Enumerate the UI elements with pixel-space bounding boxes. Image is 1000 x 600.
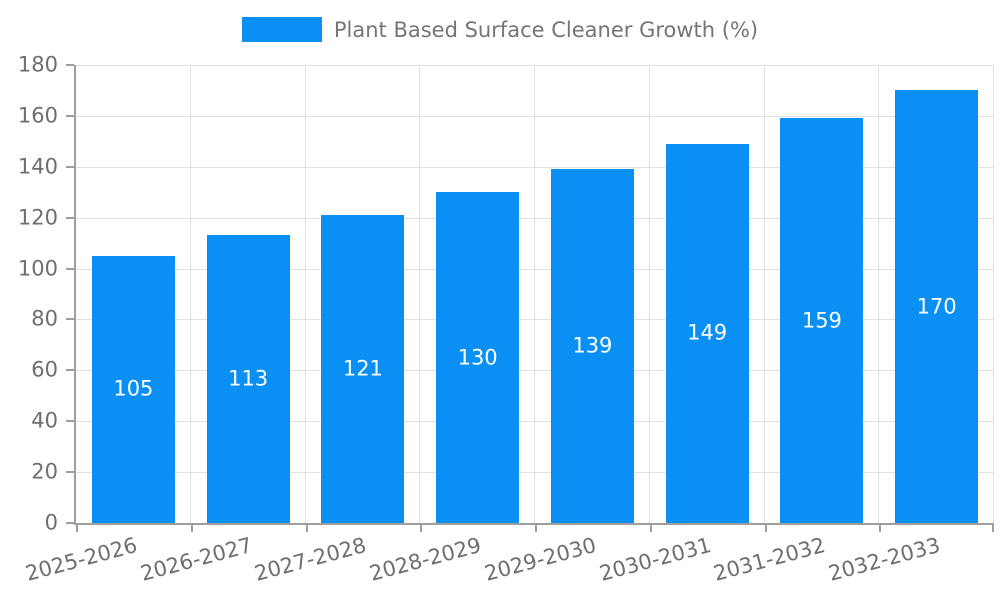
gridline-horizontal	[76, 319, 994, 321]
bar	[550, 169, 634, 523]
x-axis-tick-label: 2026-2027	[137, 533, 255, 586]
gridline-vertical	[534, 65, 535, 523]
y-tick-mark	[66, 369, 74, 372]
bar	[321, 215, 405, 523]
y-tick-mark	[66, 522, 74, 524]
gridline-vertical	[648, 65, 650, 523]
y-tick-mark	[66, 318, 74, 321]
gridline-vertical	[763, 65, 765, 523]
bar	[206, 235, 290, 523]
bar-value-label: 105	[113, 376, 154, 401]
x-axis-tick-label: 2030-2031	[596, 533, 714, 586]
bar	[780, 118, 864, 523]
gridline-horizontal	[76, 217, 994, 219]
gridline-horizontal	[76, 268, 994, 270]
x-axis-tick-label: 2029-2030	[481, 533, 599, 586]
gridline-vertical	[419, 65, 421, 523]
y-axis-tick-label: 60	[31, 357, 58, 382]
x-tick-mark	[190, 525, 193, 532]
x-tick-mark	[879, 525, 882, 532]
y-tick-mark	[66, 471, 74, 474]
y-tick-mark	[66, 216, 74, 219]
gridline-horizontal	[76, 370, 994, 372]
bar-value-label: 159	[801, 308, 842, 333]
bar	[436, 192, 520, 523]
y-axis-tick-label: 160	[17, 103, 58, 128]
gridline-vertical	[189, 65, 191, 523]
legend: Plant Based Surface Cleaner Growth (%)	[0, 17, 1000, 42]
y-axis-tick-label: 20	[31, 459, 58, 484]
legend-swatch	[241, 17, 322, 42]
gridline-horizontal	[76, 472, 994, 474]
x-axis-tick-label: 2031-2032	[711, 533, 829, 586]
legend-label: Plant Based Surface Cleaner Growth (%)	[333, 17, 759, 42]
bar-value-label: 139	[572, 333, 613, 358]
x-tick-mark	[764, 525, 767, 532]
y-axis-tick-label: 120	[17, 205, 58, 230]
gridline-vertical	[878, 65, 880, 523]
bar	[91, 255, 175, 523]
y-axis-tick-label: 0	[44, 510, 58, 535]
x-tick-mark	[420, 525, 423, 532]
gridline-vertical	[304, 65, 306, 523]
bar-value-label: 121	[342, 356, 383, 381]
y-axis-tick-label: 140	[17, 154, 58, 179]
gridline-horizontal	[76, 166, 994, 168]
gridline-horizontal	[76, 115, 994, 117]
x-axis-tick-label: 2025-2026	[22, 533, 140, 586]
gridline-vertical	[993, 65, 994, 523]
y-axis-tick-label: 40	[31, 408, 58, 433]
y-tick-mark	[66, 267, 74, 270]
bar-value-label: 170	[916, 294, 957, 319]
gridline-horizontal	[76, 65, 994, 66]
y-tick-mark	[66, 64, 74, 66]
x-axis-tick-label: 2028-2029	[367, 533, 484, 586]
y-axis-tick-label: 80	[31, 306, 58, 331]
x-tick-mark	[649, 525, 652, 532]
bar-value-label: 130	[457, 345, 498, 370]
x-tick-mark	[305, 525, 308, 532]
plot-area: 0 20 40 60 80 100 120 140 160 180 105 2025-2026 113 2…	[18, 54, 994, 586]
bar	[665, 143, 749, 523]
bar-value-label: 113	[228, 366, 269, 391]
y-axis-tick-label: 180	[17, 52, 58, 77]
x-axis-tick-label: 2027-2028	[252, 533, 370, 586]
x-axis-tick-label: 2032-2033	[826, 533, 943, 586]
x-tick-mark	[992, 525, 994, 532]
y-tick-mark	[66, 165, 74, 168]
x-tick-mark	[76, 525, 78, 532]
y-tick-mark	[66, 114, 74, 117]
gridline-horizontal	[76, 421, 994, 423]
bar-value-label: 149	[687, 320, 728, 345]
y-axis-tick-label: 100	[17, 256, 58, 281]
x-tick-mark	[535, 525, 537, 532]
bar	[895, 90, 979, 523]
y-tick-mark	[66, 420, 74, 423]
